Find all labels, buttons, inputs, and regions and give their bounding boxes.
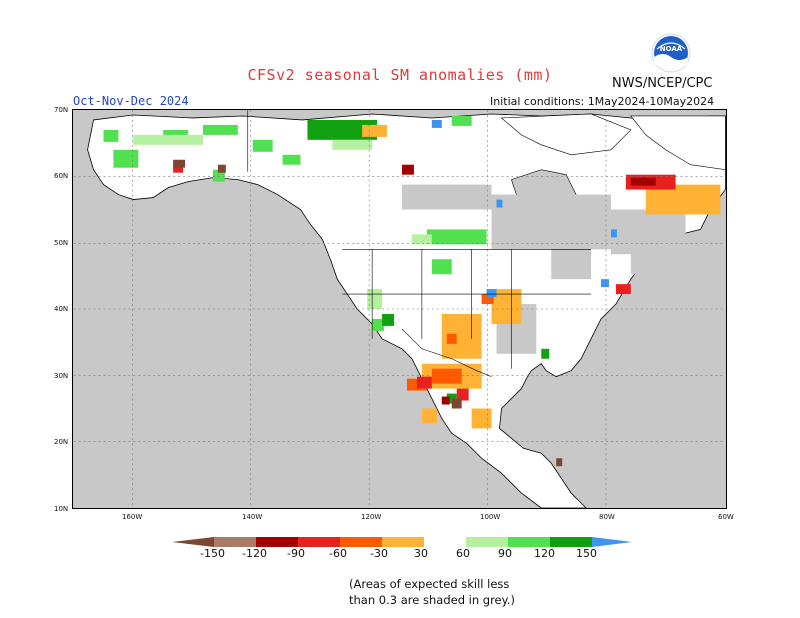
arctic-islands xyxy=(500,113,632,156)
colorbar-label: -150 xyxy=(200,547,225,560)
noaa-logo: NOAA xyxy=(651,33,691,73)
lon-label-60w: 60W xyxy=(718,513,734,521)
lat-label-40n: 40N xyxy=(54,305,69,313)
skill-note: (Areas of expected skill less than 0.3 a… xyxy=(349,576,515,608)
organization-label: NWS/NCEP/CPC xyxy=(612,76,713,91)
colorbar-swatch-max xyxy=(592,537,632,547)
lat-label-30n: 30N xyxy=(54,372,69,380)
colorbar-label: 90 xyxy=(498,547,512,560)
colorbar-label: -90 xyxy=(287,547,305,560)
moderate-negative-cells xyxy=(406,294,494,391)
logo-text: NOAA xyxy=(660,45,683,53)
blue-wet-cells xyxy=(431,119,617,298)
colorbar-swatch xyxy=(256,537,298,547)
colorbar-swatch xyxy=(382,537,424,547)
forecast-period: Oct-Nov-Dec 2024 xyxy=(73,94,189,108)
lon-label-80w: 80W xyxy=(599,513,615,521)
lon-label-120w: 120W xyxy=(361,513,382,521)
colorbar-label: -30 xyxy=(370,547,388,560)
lat-label-70n: 70N xyxy=(54,106,69,114)
colorbar-swatch xyxy=(466,537,508,547)
political-borders xyxy=(247,110,592,377)
colorbar-swatch xyxy=(550,537,592,547)
colorbar-label: -120 xyxy=(242,547,267,560)
colorbar-swatch xyxy=(424,537,466,547)
skill-note-line1: (Areas of expected skill less xyxy=(349,577,510,591)
lat-label-10n: 10N xyxy=(54,505,69,513)
lat-label-50n: 50N xyxy=(54,239,69,247)
extreme-negative-cells xyxy=(401,164,656,405)
chart-title: CFSv2 seasonal SM anomalies (mm) xyxy=(247,66,553,84)
lon-label-140w: 140W xyxy=(242,513,263,521)
colorbar-label: 120 xyxy=(534,547,555,560)
colorbar-swatch xyxy=(298,537,340,547)
lat-label-20n: 20N xyxy=(54,438,69,446)
colorbar-swatch xyxy=(340,537,382,547)
greenland xyxy=(630,115,726,171)
weak-negative-cells xyxy=(362,124,721,429)
extreme-dry-cells xyxy=(173,159,563,467)
positive-anomaly-cells xyxy=(103,115,487,331)
colorbar-label: 150 xyxy=(576,547,597,560)
initial-conditions: Initial conditions: 1May2024-10May2024 xyxy=(490,95,715,108)
lon-label-160w: 160W xyxy=(122,513,143,521)
low-skill-areas xyxy=(401,184,686,354)
anomaly-map xyxy=(72,109,727,509)
colorbar xyxy=(172,537,632,547)
colorbar-swatch xyxy=(508,537,550,547)
lon-label-100w: 100W xyxy=(480,513,501,521)
colorbar-label: 60 xyxy=(456,547,470,560)
colorbar-swatch xyxy=(214,537,256,547)
colorbar-label: -60 xyxy=(329,547,347,560)
graticule xyxy=(73,110,726,508)
colorbar-label: 30 xyxy=(414,547,428,560)
colorbar-swatch-min xyxy=(172,537,214,547)
lat-label-60n: 60N xyxy=(54,172,69,180)
skill-note-line2: than 0.3 are shaded in grey.) xyxy=(349,593,515,607)
